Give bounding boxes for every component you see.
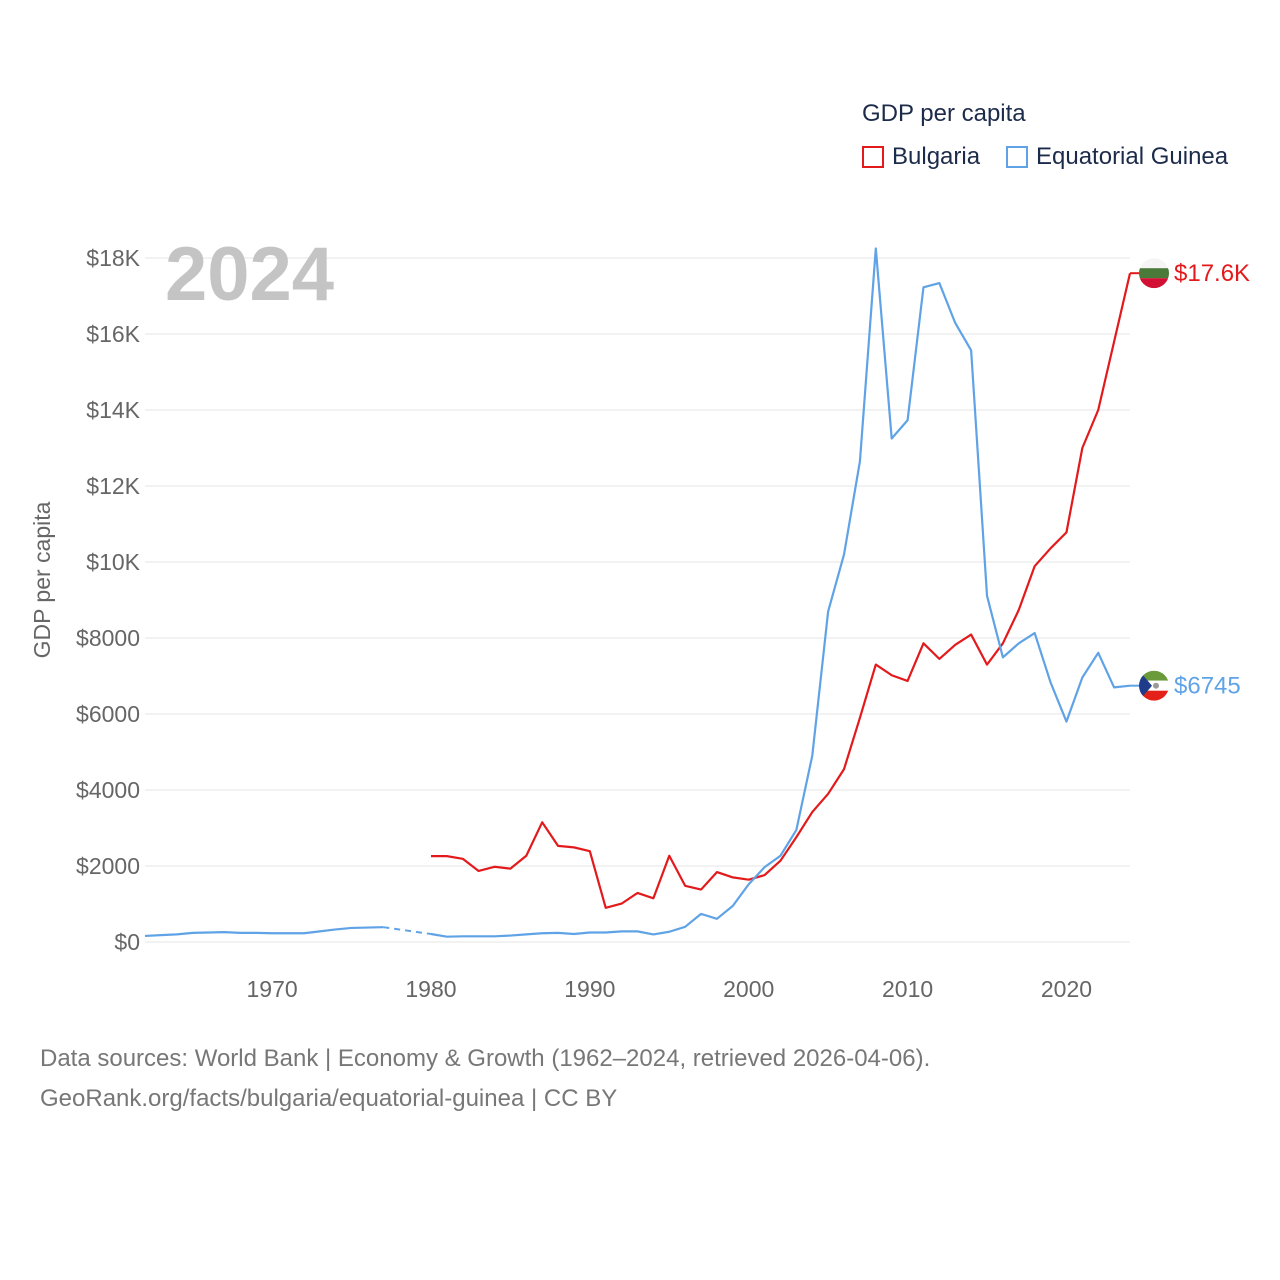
series-line-equatorial-guinea bbox=[430, 247, 1131, 938]
series-line-bulgaria bbox=[430, 272, 1132, 909]
x-tick-label: 1990 bbox=[564, 976, 615, 1002]
year-watermark: 2024 bbox=[165, 232, 334, 317]
y-tick-label: $0 bbox=[114, 929, 140, 955]
x-tick-label: 1980 bbox=[405, 976, 456, 1002]
series-lines bbox=[144, 247, 1132, 938]
y-tick-label: $4000 bbox=[76, 777, 140, 803]
legend-title: GDP per capita bbox=[862, 100, 1026, 127]
y-axis-label: GDP per capita bbox=[29, 501, 55, 658]
y-tick-label: $6000 bbox=[76, 701, 140, 727]
legend-item-bulgaria[interactable]: Bulgaria bbox=[862, 142, 980, 172]
legend-label-bulgaria: Bulgaria bbox=[892, 143, 981, 170]
y-tick-label: $8000 bbox=[76, 625, 140, 651]
y-tick-label: $12K bbox=[86, 473, 140, 499]
end-label-bulgaria: $17.6K bbox=[1174, 260, 1250, 287]
end-labels: $17.6K $6745 bbox=[1130, 258, 1250, 701]
x-tick-label: 1970 bbox=[247, 976, 298, 1002]
x-tick-labels: 1970 1980 1990 2000 2010 2020 bbox=[247, 976, 1093, 1002]
y-tick-label: $2000 bbox=[76, 853, 140, 879]
y-tick-label: $18K bbox=[86, 245, 140, 271]
y-tick-label: $16K bbox=[86, 321, 140, 347]
legend-item-equatorial-guinea[interactable]: Equatorial Guinea bbox=[1006, 142, 1228, 172]
source-url[interactable]: GeoRank.org/facts/bulgaria/equatorial-gu… bbox=[40, 1085, 618, 1112]
series-line-equatorial-guinea bbox=[144, 926, 384, 938]
end-label-equatorial-guinea: $6745 bbox=[1174, 673, 1241, 700]
flag-icon-bulgaria bbox=[1139, 258, 1169, 289]
legend-label-equatorial-guinea: Equatorial Guinea bbox=[1036, 143, 1229, 170]
legend-swatch-bulgaria bbox=[862, 146, 884, 168]
y-tick-label: $14K bbox=[86, 397, 140, 423]
flag-icon-equatorial-guinea bbox=[1139, 670, 1169, 701]
legend-swatch-equatorial-guinea bbox=[1006, 146, 1028, 168]
series-gap-equatorial-guinea bbox=[383, 926, 432, 936]
x-tick-label: 2020 bbox=[1041, 976, 1092, 1002]
gridlines bbox=[145, 257, 1130, 943]
x-tick-label: 2000 bbox=[723, 976, 774, 1002]
source-text: Data sources: World Bank | Economy & Gro… bbox=[40, 1045, 931, 1072]
x-tick-label: 2010 bbox=[882, 976, 933, 1002]
y-tick-labels: $0 $2000 $4000 $6000 $8000 $10K $12K $14K $16K $1… bbox=[76, 245, 141, 955]
y-tick-label: $10K bbox=[86, 549, 140, 575]
